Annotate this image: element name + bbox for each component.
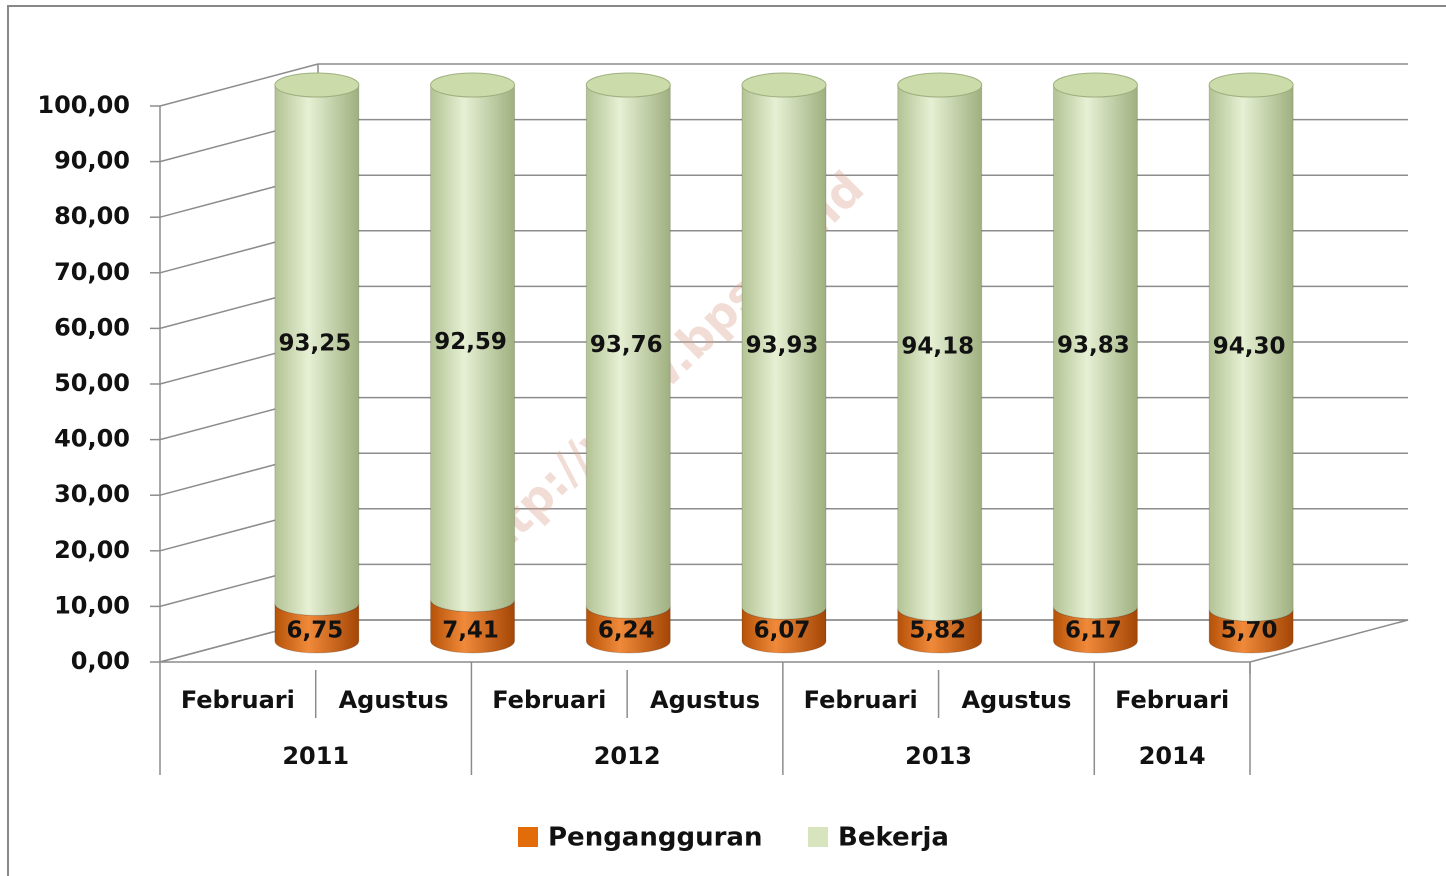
cylinder-top (897, 72, 983, 98)
y-tick-label: 0,00 (71, 647, 130, 675)
y-tick-label: 70,00 (54, 258, 130, 286)
value-label: 93,25 (278, 331, 351, 357)
group-label: 2013 (905, 742, 972, 770)
cylinder-top (585, 72, 671, 98)
x-tick-label: Februari (181, 686, 295, 714)
value-label: 92,59 (434, 329, 507, 355)
value-label: 93,76 (590, 332, 663, 358)
legend-label: Bekerja (838, 823, 949, 853)
chart-border (7, 5, 1446, 876)
group-label: 2014 (1139, 742, 1206, 770)
y-tick-label: 10,00 (54, 591, 130, 619)
cylinder-top (430, 72, 516, 98)
value-label: 7,41 (442, 618, 499, 644)
y-tick-label: 20,00 (54, 536, 130, 564)
cylinder-top (1208, 72, 1294, 98)
x-tick-label: Februari (492, 686, 606, 714)
grid-line (159, 63, 319, 107)
value-label: 5,82 (909, 618, 966, 644)
y-tick-label: 100,00 (37, 91, 130, 119)
x-tick-label: Agustus (961, 686, 1071, 714)
y-tick-label: 40,00 (54, 425, 130, 453)
x-tick-label: Februari (804, 686, 918, 714)
y-tick-label: 50,00 (54, 369, 130, 397)
value-label: 6,07 (754, 618, 811, 644)
y-tick-label: 60,00 (54, 313, 130, 341)
x-tick-label: Agustus (650, 686, 760, 714)
value-label: 6,17 (1065, 618, 1122, 644)
legend-swatch (518, 827, 538, 847)
value-label: 6,24 (598, 618, 655, 644)
value-label: 6,75 (286, 618, 343, 644)
cylinder-top (741, 72, 827, 98)
legend-label: Pengangguran (548, 823, 762, 853)
value-label: 94,18 (901, 333, 974, 359)
x-tick-label: Agustus (339, 686, 449, 714)
y-tick-label: 90,00 (54, 147, 130, 175)
value-label: 5,70 (1221, 618, 1278, 644)
group-label: 2011 (282, 742, 349, 770)
value-label: 93,93 (746, 333, 819, 359)
x-tick-label: Februari (1115, 686, 1229, 714)
value-label: 94,30 (1213, 334, 1286, 360)
y-tick-label: 30,00 (54, 480, 130, 508)
value-label: 93,83 (1057, 332, 1130, 358)
y-tick-label: 80,00 (54, 202, 130, 230)
cylinder-top (274, 72, 360, 98)
legend-swatch (808, 827, 828, 847)
cylinder-top (1052, 72, 1138, 98)
group-label: 2012 (594, 742, 661, 770)
